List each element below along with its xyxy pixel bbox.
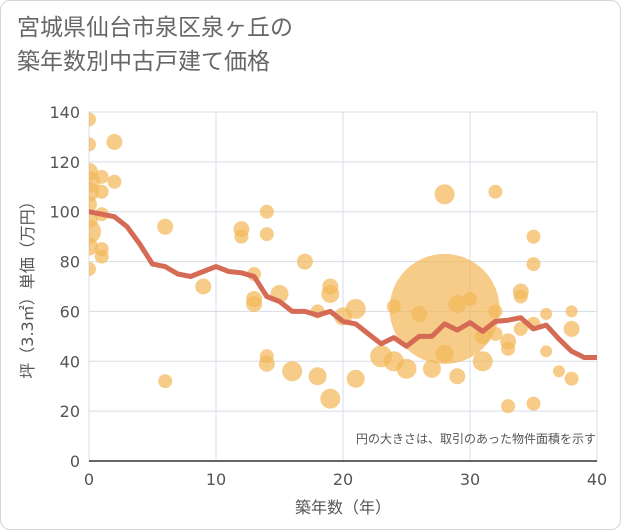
axes: 0 10 20 30 40 0 20 40 60 80 100 120 140	[49, 103, 607, 489]
x-tick-label: 30	[460, 470, 480, 489]
data-point	[158, 374, 173, 389]
data-point	[195, 278, 212, 295]
data-point	[308, 367, 327, 386]
y-tick-label: 140	[49, 103, 80, 122]
data-point	[488, 326, 503, 341]
data-point	[540, 307, 553, 320]
data-point	[526, 396, 541, 411]
data-point	[396, 358, 417, 379]
data-point	[422, 359, 441, 378]
data-point	[89, 196, 97, 213]
data-point	[234, 229, 249, 244]
trend-line	[89, 209, 597, 360]
y-tick-label: 40	[60, 352, 80, 371]
data-point	[552, 365, 565, 378]
data-point	[89, 137, 96, 152]
data-point	[259, 227, 274, 242]
data-point	[540, 345, 553, 358]
size-note: 円の大きさは、取引のあった物件面積を示す	[356, 431, 596, 446]
data-point	[463, 291, 477, 306]
y-tick-label: 20	[60, 402, 80, 421]
data-point	[246, 295, 263, 312]
y-tick-label: 80	[60, 253, 80, 272]
y-tick-label: 100	[49, 203, 80, 222]
x-tick-label: 40	[587, 470, 607, 489]
bubbles	[89, 112, 580, 414]
y-axis-label: 坪（3.3㎡）単価（万円）	[18, 193, 37, 378]
data-point	[474, 328, 491, 345]
data-point	[282, 361, 303, 382]
data-point	[449, 368, 466, 385]
x-tick-label: 10	[206, 470, 226, 489]
x-tick-label: 20	[333, 470, 353, 489]
data-point	[345, 298, 366, 319]
x-axis-label: 築年数（年）	[295, 498, 391, 517]
x-tick-label: 0	[84, 470, 94, 489]
data-point	[296, 253, 313, 270]
trend-layer	[89, 209, 597, 360]
data-point	[259, 204, 274, 219]
data-point	[157, 218, 174, 235]
data-point	[526, 229, 541, 244]
data-point	[526, 257, 541, 272]
y-tick-label: 120	[49, 153, 80, 172]
y-tick-label: 60	[60, 302, 80, 321]
data-point	[258, 355, 275, 372]
data-point	[89, 262, 96, 277]
data-point	[94, 249, 109, 264]
data-point	[501, 399, 516, 414]
chart-title: 宮城県仙台市泉区泉ヶ丘の 築年数別中古戸建て価格	[17, 11, 293, 79]
data-point	[488, 304, 503, 319]
data-point	[513, 289, 528, 304]
y-tick-label: 0	[70, 452, 80, 471]
data-point	[564, 371, 579, 386]
data-point	[94, 169, 109, 184]
data-point	[501, 341, 516, 356]
data-point	[320, 388, 341, 409]
data-point	[563, 320, 580, 337]
data-point	[472, 351, 493, 372]
chart-title-line1: 宮城県仙台市泉区泉ヶ丘の	[17, 15, 293, 41]
data-point	[89, 219, 101, 244]
data-point	[488, 184, 503, 199]
data-point	[448, 294, 467, 313]
data-point	[89, 112, 96, 127]
data-point	[513, 321, 528, 336]
data-point	[321, 284, 340, 303]
data-point	[435, 344, 454, 363]
data-point	[107, 174, 122, 189]
data-point	[346, 369, 365, 388]
data-point	[434, 184, 455, 205]
chart-title-line2: 築年数別中古戸建て価格	[17, 49, 270, 75]
data-point	[94, 184, 109, 199]
data-point	[565, 305, 578, 318]
data-point	[106, 133, 123, 150]
